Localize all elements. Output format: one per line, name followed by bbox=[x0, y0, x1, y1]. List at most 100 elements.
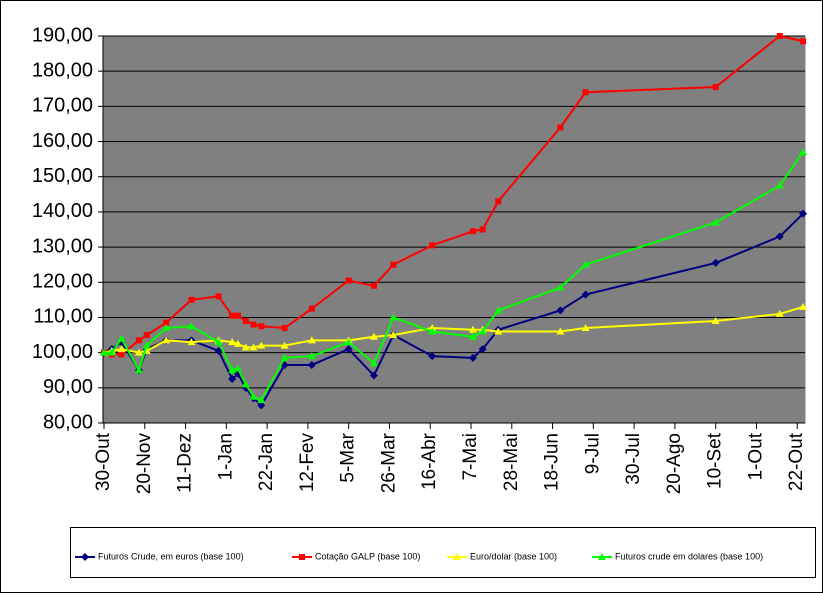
data-point bbox=[280, 341, 289, 349]
legend-marker bbox=[453, 553, 461, 560]
x-tick-label: 30-Out bbox=[93, 432, 114, 491]
data-point bbox=[187, 322, 196, 330]
data-point bbox=[241, 343, 250, 351]
legend-label: Futuros Crude, em euros (base 100) bbox=[98, 551, 244, 561]
data-point bbox=[556, 283, 565, 291]
data-point bbox=[228, 338, 237, 346]
data-point bbox=[556, 327, 565, 335]
data-point bbox=[229, 312, 236, 319]
y-tick-label: 100,00 bbox=[32, 341, 93, 363]
x-tick-label: 16-Abr bbox=[419, 432, 440, 490]
data-point bbox=[711, 316, 720, 324]
legend-marker bbox=[81, 553, 89, 561]
data-point bbox=[369, 371, 378, 380]
y-tick-label: 180,00 bbox=[32, 59, 93, 81]
data-point bbox=[249, 343, 258, 351]
data-point bbox=[389, 313, 398, 321]
data-point bbox=[494, 327, 503, 335]
data-point bbox=[280, 353, 289, 361]
data-point bbox=[775, 181, 784, 189]
data-point bbox=[800, 38, 807, 45]
data-point bbox=[495, 198, 502, 205]
data-point bbox=[469, 228, 476, 235]
data-point bbox=[142, 341, 151, 349]
data-point bbox=[799, 209, 808, 218]
data-point bbox=[162, 324, 171, 332]
data-point bbox=[118, 351, 125, 358]
data-point bbox=[345, 277, 352, 284]
data-point bbox=[188, 296, 195, 303]
data-point bbox=[390, 261, 397, 268]
legend-marker bbox=[598, 553, 606, 560]
data-point bbox=[775, 309, 784, 317]
plot-area bbox=[102, 35, 806, 424]
y-tick-label: 90,00 bbox=[43, 376, 93, 398]
x-tick-label: 5-Mar bbox=[338, 432, 359, 482]
x-tick-label: 26-Mar bbox=[378, 432, 399, 493]
data-point bbox=[557, 124, 564, 131]
data-point bbox=[241, 380, 250, 388]
x-tick-label: 11-Dez bbox=[175, 433, 196, 493]
data-point bbox=[344, 338, 353, 346]
data-point bbox=[258, 323, 265, 330]
data-point bbox=[712, 84, 719, 91]
data-point bbox=[428, 327, 437, 335]
x-tick-label: 22-Out bbox=[786, 432, 807, 491]
data-point bbox=[429, 242, 436, 249]
data-point bbox=[233, 339, 242, 347]
data-point bbox=[257, 341, 266, 349]
y-tick-label: 120,00 bbox=[32, 271, 93, 293]
data-point bbox=[162, 336, 171, 344]
data-point bbox=[478, 345, 487, 354]
x-tick-label: 20-Nov bbox=[134, 433, 155, 495]
data-point bbox=[389, 331, 398, 339]
y-tick-label: 190,00 bbox=[32, 24, 93, 46]
data-point bbox=[468, 325, 477, 333]
data-point bbox=[775, 232, 784, 241]
data-point bbox=[163, 319, 170, 326]
data-point bbox=[307, 336, 316, 344]
y-tick-label: 110,00 bbox=[33, 306, 93, 328]
data-point bbox=[308, 305, 315, 312]
legend-marker bbox=[299, 554, 305, 560]
data-point bbox=[479, 226, 486, 233]
data-point bbox=[581, 290, 590, 299]
data-point bbox=[228, 366, 237, 374]
data-point bbox=[468, 353, 477, 362]
x-tick-label: 1-Out bbox=[745, 432, 766, 480]
data-point bbox=[428, 324, 437, 332]
data-point bbox=[242, 317, 249, 324]
y-tick-label: 80,00 bbox=[43, 411, 93, 433]
x-tick-label: 12-Fev bbox=[297, 433, 318, 493]
data-point bbox=[234, 312, 241, 319]
legend-label: Euro/dolar (base 100) bbox=[470, 551, 557, 561]
y-tick-label: 160,00 bbox=[32, 130, 93, 152]
data-point bbox=[478, 327, 487, 335]
data-point bbox=[135, 337, 142, 344]
x-tick-label: 1-Jan bbox=[215, 433, 236, 481]
y-tick-label: 170,00 bbox=[32, 95, 93, 117]
data-point bbox=[369, 359, 378, 367]
x-tick-label: 7-Mai bbox=[460, 433, 481, 481]
y-tick-label: 130,00 bbox=[32, 235, 93, 257]
data-point bbox=[369, 332, 378, 340]
x-tick-label: 28-Mai bbox=[501, 433, 522, 491]
data-point bbox=[214, 338, 223, 346]
data-point bbox=[711, 218, 720, 226]
legend bbox=[70, 527, 816, 578]
data-point bbox=[582, 89, 589, 96]
data-point bbox=[581, 324, 590, 332]
data-point bbox=[249, 392, 258, 400]
data-point bbox=[799, 302, 808, 310]
x-tick-label: 10-Set bbox=[705, 432, 726, 489]
data-point bbox=[468, 332, 477, 340]
data-point bbox=[100, 348, 108, 356]
data-point bbox=[370, 282, 377, 289]
y-tick-label: 150,00 bbox=[32, 165, 93, 187]
data-point bbox=[257, 401, 266, 410]
data-point bbox=[711, 258, 720, 267]
data-point bbox=[556, 306, 565, 315]
data-point bbox=[143, 332, 150, 339]
data-point bbox=[307, 360, 316, 369]
